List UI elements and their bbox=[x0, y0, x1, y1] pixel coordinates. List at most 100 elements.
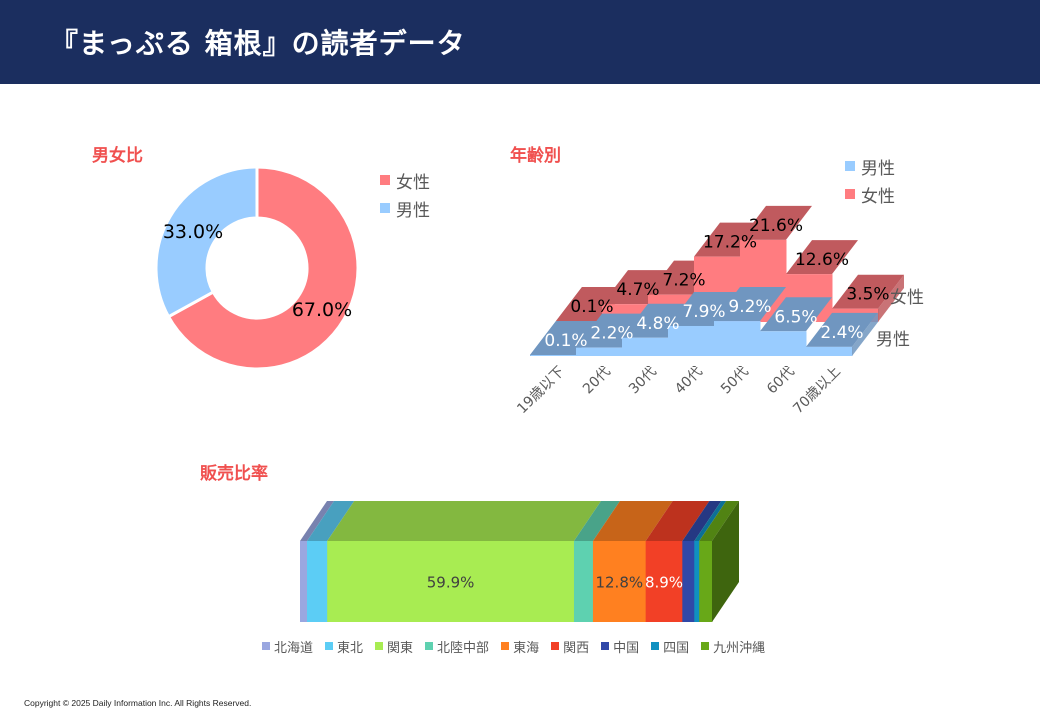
age-series-edge bbox=[556, 287, 582, 322]
age-legend: 男性 女性 bbox=[845, 152, 895, 208]
age-data-label: 2.4% bbox=[820, 323, 863, 343]
sales-legend-swatch bbox=[262, 642, 270, 650]
sales-legend-item: 中国 bbox=[601, 636, 639, 656]
sales-segment-top bbox=[307, 501, 355, 541]
age-bar-front bbox=[806, 346, 853, 356]
age-data-label: 3.5% bbox=[846, 285, 889, 305]
sales-segment-top bbox=[300, 501, 335, 541]
sales-segment-6 bbox=[682, 541, 695, 622]
legend-swatch-male-age bbox=[845, 161, 855, 171]
legend-item-female-age: 女性 bbox=[845, 180, 895, 208]
sales-chart-title: 販売比率 bbox=[200, 464, 268, 484]
age-data-label: 0.1% bbox=[570, 297, 613, 317]
sales-legend: 北海道 東北 関東 北陸中部 東海 関西 中国 四国 九州沖縄 bbox=[262, 636, 777, 656]
age-data-label: 9.2% bbox=[728, 297, 771, 317]
depth-label-female: 女性 bbox=[890, 288, 924, 308]
legend-swatch-female bbox=[380, 175, 390, 185]
age-data-label: 2.2% bbox=[590, 324, 633, 344]
sales-legend-swatch bbox=[651, 642, 660, 650]
age-bar-top bbox=[668, 291, 740, 326]
sales-legend-item: 関西 bbox=[551, 636, 589, 656]
sales-bar-side bbox=[712, 501, 739, 622]
age-data-label: 6.5% bbox=[774, 307, 817, 327]
age-bar-front bbox=[760, 331, 807, 356]
age-bar-top bbox=[832, 274, 904, 309]
sales-segment-1 bbox=[307, 541, 328, 622]
sales-segment-8 bbox=[699, 541, 713, 622]
depth-label-male: 男性 bbox=[876, 330, 910, 350]
legend-item-male: 男性 bbox=[380, 194, 430, 222]
sales-segment-top bbox=[592, 501, 673, 541]
sales-segment-5 bbox=[645, 541, 683, 622]
sales-segment-0 bbox=[300, 541, 308, 622]
age-data-label: 17.2% bbox=[703, 233, 757, 253]
sales-legend-swatch bbox=[325, 642, 334, 650]
age-bar-front bbox=[576, 347, 623, 356]
age-series-edge bbox=[530, 321, 556, 356]
legend-label-male: 男性 bbox=[396, 200, 430, 221]
sales-legend-swatch bbox=[551, 642, 560, 650]
age-data-label: 21.6% bbox=[749, 216, 803, 236]
sales-legend-item: 北陸中部 bbox=[425, 636, 489, 656]
age-data-label: 4.7% bbox=[616, 280, 659, 300]
donut-slice-0 bbox=[166, 165, 360, 371]
sales-legend-swatch bbox=[425, 642, 434, 650]
sales-segment-top bbox=[699, 501, 739, 541]
sales-data-label: 8.9% bbox=[645, 574, 683, 592]
age-data-label: 7.9% bbox=[682, 302, 725, 322]
age-bar-top bbox=[740, 205, 812, 240]
age-bar-front bbox=[622, 337, 669, 356]
age-bar-front bbox=[530, 355, 577, 356]
sales-legend-item: 関東 bbox=[375, 636, 413, 656]
header-bar: 『まっぷる 箱根』の読者データ bbox=[0, 0, 1040, 84]
age-series-male bbox=[530, 287, 878, 356]
legend-label-female: 女性 bbox=[396, 172, 430, 193]
sales-legend-label: 東北 bbox=[337, 640, 364, 656]
sales-legend-swatch bbox=[501, 642, 510, 650]
age-data-label: 4.8% bbox=[636, 314, 679, 334]
sales-segment-top bbox=[694, 501, 727, 541]
sales-segment-top bbox=[573, 501, 620, 541]
sales-legend-item: 北海道 bbox=[262, 636, 313, 656]
age-bar-top bbox=[786, 240, 858, 275]
age-bar-top bbox=[714, 287, 786, 322]
age-data-label: 7.2% bbox=[662, 271, 705, 291]
donut-data-label-1: 33.0% bbox=[163, 221, 223, 243]
age-bar-top bbox=[760, 297, 832, 332]
sales-segment-top bbox=[645, 501, 710, 541]
sales-legend-label: 中国 bbox=[613, 640, 640, 656]
legend-swatch-male bbox=[380, 203, 390, 213]
donut-data-label-0: 67.0% bbox=[292, 299, 352, 321]
age-bar-front bbox=[714, 321, 761, 356]
legend-item-male-age: 男性 bbox=[845, 152, 895, 180]
sales-data-label: 12.8% bbox=[595, 574, 643, 592]
sales-legend-item: 東北 bbox=[325, 636, 363, 656]
sales-legend-label: 東海 bbox=[513, 640, 540, 656]
sales-legend-label: 四国 bbox=[663, 640, 690, 656]
page-title: 『まっぷる 箱根』の読者データ bbox=[50, 27, 466, 60]
sales-legend-label: 九州沖縄 bbox=[713, 640, 766, 656]
age-series-side bbox=[878, 274, 904, 322]
legend-item-female: 女性 bbox=[380, 166, 430, 194]
age-data-label: 0.1% bbox=[544, 331, 587, 351]
sales-segment-4 bbox=[592, 541, 647, 622]
age-bar-top bbox=[576, 313, 648, 348]
legend-label-male-age: 男性 bbox=[861, 158, 895, 179]
legend-swatch-female-age bbox=[845, 189, 855, 199]
sales-segment-7 bbox=[694, 541, 700, 622]
sales-legend-label: 関西 bbox=[563, 640, 590, 656]
sales-legend-item: 九州沖縄 bbox=[701, 636, 765, 656]
sales-legend-swatch bbox=[375, 642, 384, 650]
age-bar-top bbox=[622, 303, 694, 338]
sales-segment-top bbox=[682, 501, 722, 541]
sales-data-label: 59.9% bbox=[427, 574, 475, 592]
gender-legend: 女性 男性 bbox=[380, 166, 430, 222]
sales-segment-2 bbox=[327, 541, 575, 622]
age-bar-top bbox=[806, 312, 878, 347]
sales-legend-swatch bbox=[601, 642, 610, 650]
age-series-side bbox=[852, 312, 878, 356]
sales-legend-label: 北陸中部 bbox=[437, 640, 490, 656]
